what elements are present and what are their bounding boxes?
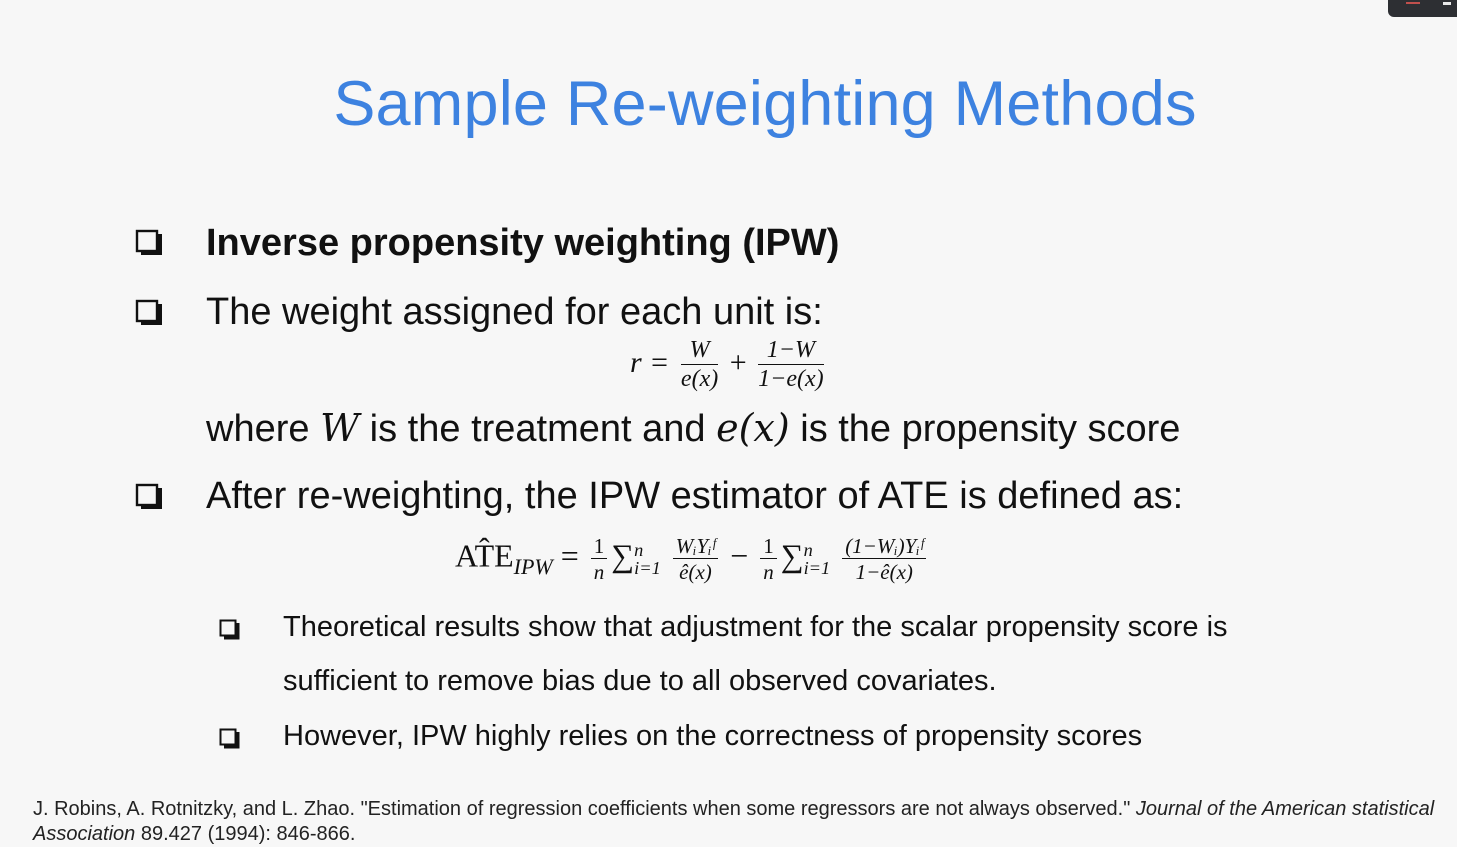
bullet-ipw: Inverse propensity weighting (IPW) xyxy=(206,222,840,264)
ate-equation: AT̂EIPW = 1 n ∑ n i=1 WᵢYᵢᶠ ê(x) − 1 n ∑ n i… xyxy=(455,535,930,583)
sub-bullet-theory-line1: Theoretical results show that adjustment… xyxy=(283,611,1228,643)
record-icon xyxy=(1406,2,1420,4)
fraction-1-over-n: 1 n xyxy=(590,535,608,583)
sum-symbol: ∑ xyxy=(611,537,635,574)
checkbox-bullet-icon xyxy=(135,483,162,510)
bullet-weight: The weight assigned for each unit is: xyxy=(206,291,823,333)
menu-icon xyxy=(1443,2,1451,5)
sum-symbol: ∑ xyxy=(780,537,804,574)
fraction-treated: WᵢYᵢᶠ ê(x) xyxy=(672,535,719,583)
weight-equation: r = W e(x) + 1−W 1−e(x) xyxy=(630,337,828,393)
var-w: W xyxy=(320,406,360,450)
plus-sign: + xyxy=(729,346,747,380)
fraction-control: (1−Wᵢ)Yᵢᶠ 1−ê(x) xyxy=(842,535,927,583)
bullet-ate: After re-weighting, the IPW estimator of… xyxy=(206,475,1184,517)
sub-bullet-theory-line2: sufficient to remove bias due to all obs… xyxy=(283,665,997,697)
checkbox-bullet-icon xyxy=(219,728,240,749)
journal-name: Journal of the American statistical Asso… xyxy=(33,798,1435,845)
eq-lhs: r = xyxy=(630,346,670,380)
where-line: where W is the treatment and e(x) is the… xyxy=(206,406,1181,450)
sub-bullet-however: However, IPW highly relies on the correc… xyxy=(283,720,1143,752)
ate-lhs: AT̂E xyxy=(455,537,514,574)
fraction-1mw-over-1me: 1−W 1−e(x) xyxy=(758,337,824,393)
checkbox-bullet-icon xyxy=(135,229,162,256)
checkbox-bullet-icon xyxy=(219,619,240,640)
checkbox-bullet-icon xyxy=(135,299,162,326)
fraction-w-over-e: W e(x) xyxy=(680,337,719,393)
fraction-1-over-n-2: 1 n xyxy=(760,535,777,583)
var-ex: e(x) xyxy=(716,406,790,450)
reference-citation: J. Robins, A. Rotnitzky, and L. Zhao. "E… xyxy=(33,798,1435,845)
slide-title: Sample Re-weighting Methods xyxy=(333,69,1197,139)
window-corner-widget[interactable] xyxy=(1388,0,1457,17)
